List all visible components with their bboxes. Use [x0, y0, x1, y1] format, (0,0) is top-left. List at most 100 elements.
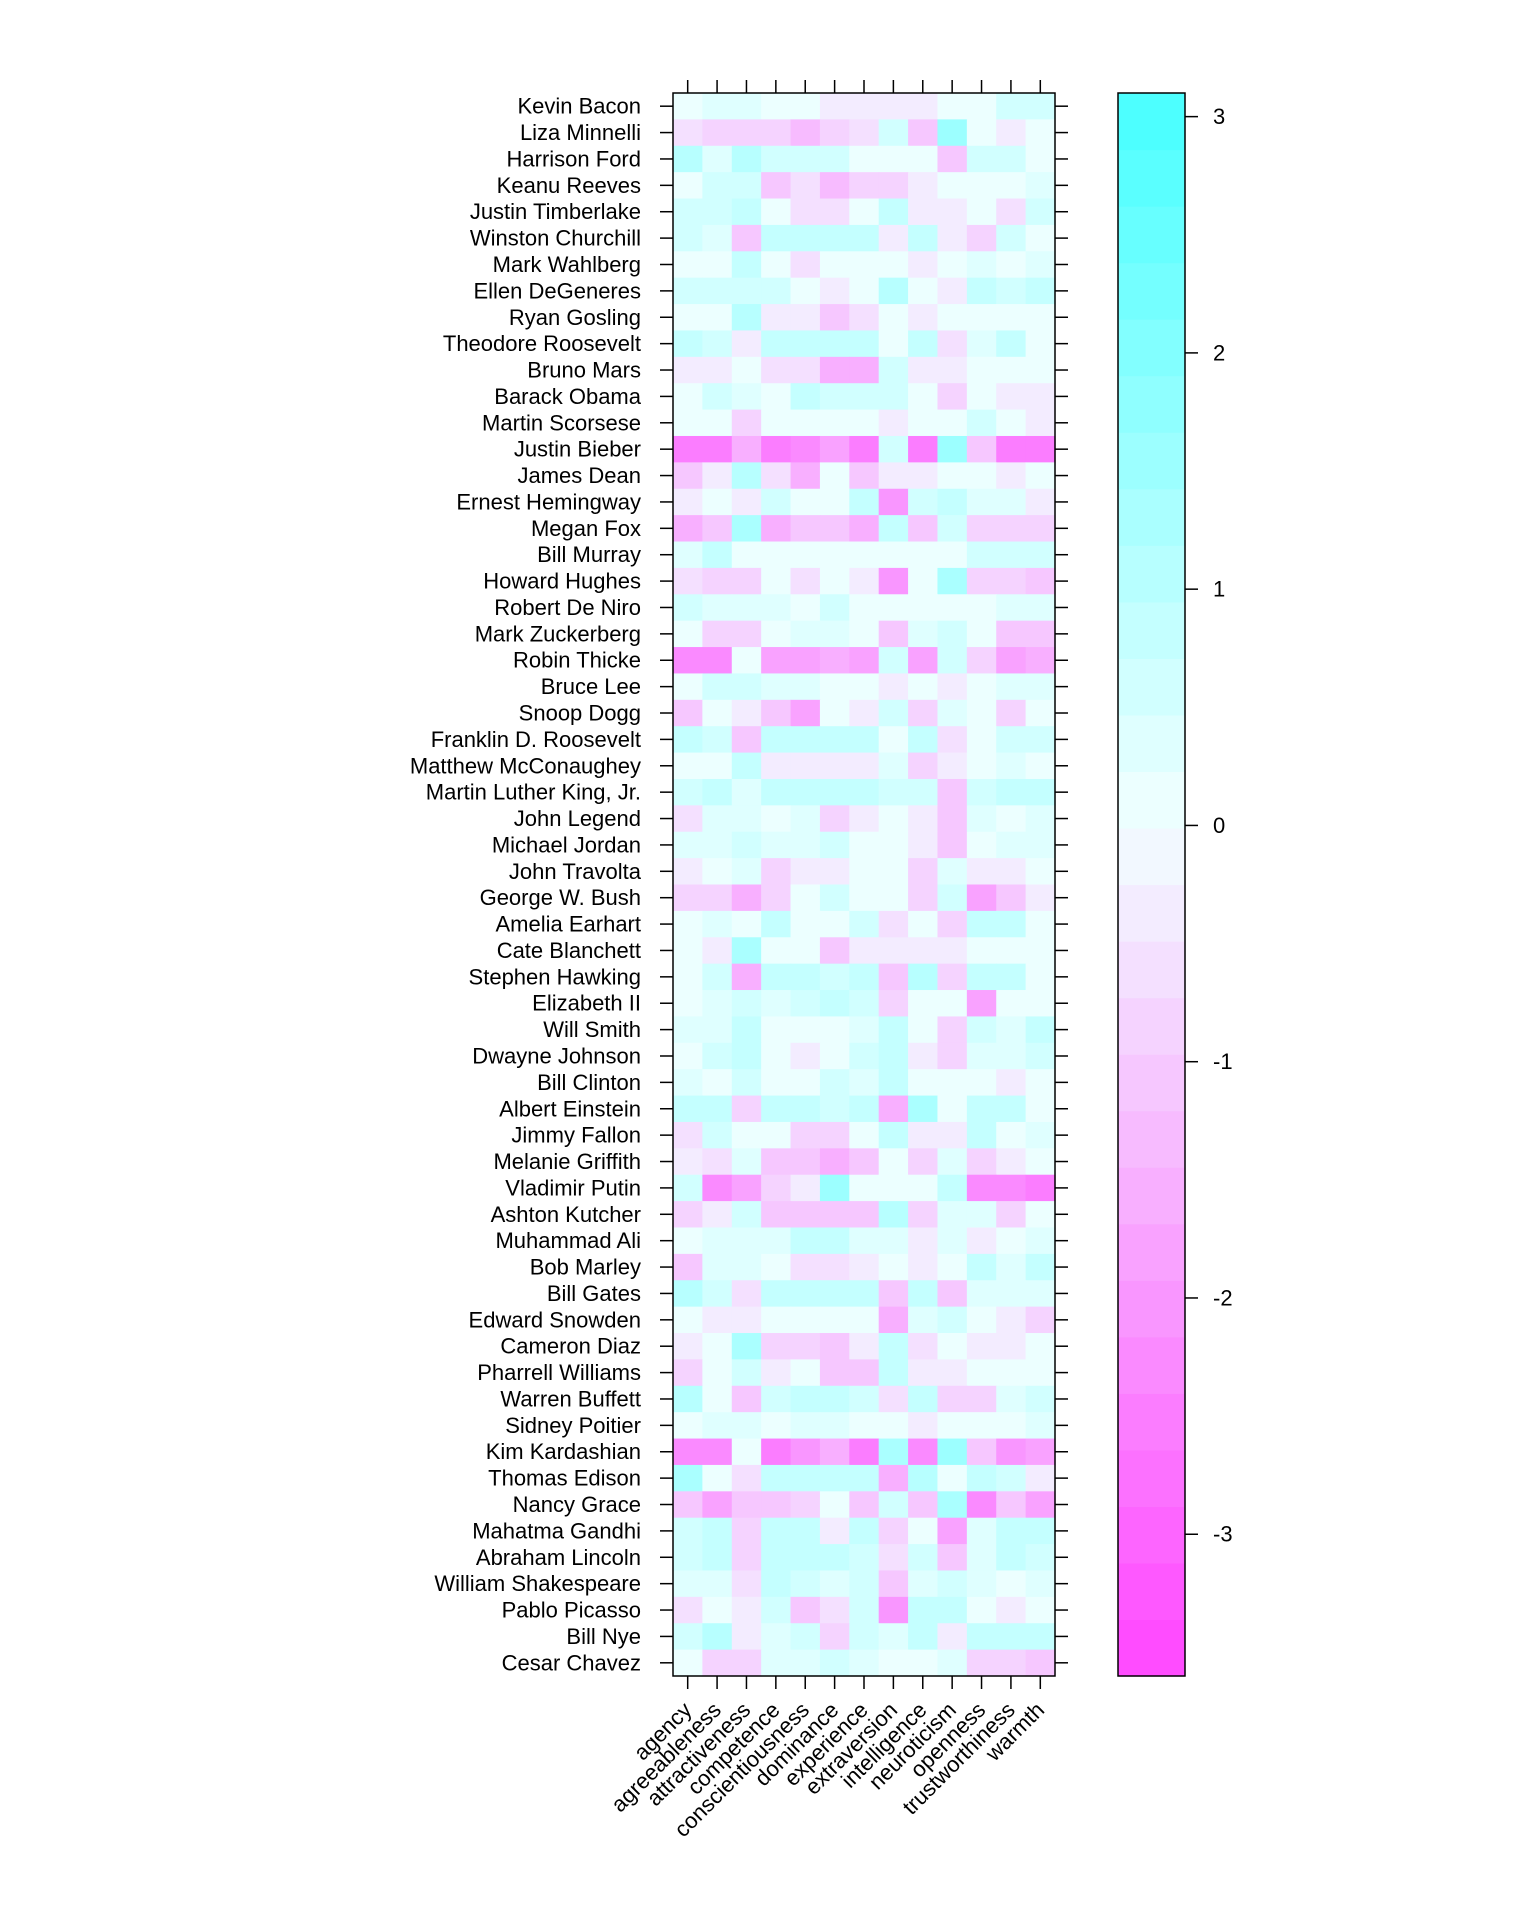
colorbar-segment	[1118, 1054, 1185, 1112]
heatmap-cell	[673, 1570, 703, 1598]
row-label: Liza Minnelli	[520, 120, 641, 145]
heatmap-cell	[731, 172, 762, 200]
heatmap-cell	[996, 1649, 1027, 1677]
heatmap-cell	[996, 726, 1027, 754]
heatmap-cell	[908, 1649, 939, 1677]
heatmap-cell	[819, 910, 850, 938]
heatmap-cell	[1025, 1438, 1056, 1466]
heatmap-cell	[966, 726, 997, 754]
heatmap-cell	[673, 277, 703, 305]
heatmap-cell	[731, 198, 762, 226]
heatmap-cell	[1025, 172, 1056, 200]
heatmap-cell	[702, 1253, 733, 1281]
heatmap-cell	[761, 1596, 792, 1624]
heatmap-cell	[731, 1333, 762, 1360]
heatmap-cell	[966, 1121, 997, 1149]
heatmap-cell	[849, 831, 880, 859]
heatmap-cell	[937, 1280, 968, 1308]
heatmap-cell	[937, 726, 968, 754]
heatmap-cell	[702, 884, 733, 912]
colorbar-segment	[1118, 827, 1185, 886]
heatmap-cell	[937, 541, 968, 569]
heatmap-cell	[1025, 1596, 1056, 1624]
heatmap-cell	[761, 145, 792, 173]
heatmap-cell	[673, 304, 703, 332]
heatmap-cell	[673, 1201, 703, 1229]
heatmap-cell	[731, 515, 762, 543]
row-label: Robert De Niro	[494, 595, 641, 620]
heatmap-cell	[790, 1570, 821, 1598]
heatmap-cell	[702, 119, 733, 147]
heatmap-cell	[966, 488, 997, 516]
heatmap-cell	[673, 435, 703, 463]
heatmap-cell	[996, 119, 1027, 147]
heatmap-cell	[878, 910, 909, 938]
heatmap-cell	[731, 1623, 762, 1651]
heatmap-cell	[1025, 330, 1056, 358]
heatmap-cell	[849, 277, 880, 305]
heatmap-cell	[849, 647, 880, 675]
heatmap-cell	[937, 488, 968, 516]
heatmap-cell	[1025, 1649, 1056, 1677]
heatmap-cell	[996, 778, 1027, 806]
colorbar-segment	[1118, 1619, 1185, 1677]
heatmap-cell	[761, 1491, 792, 1519]
heatmap-cell	[673, 462, 703, 490]
colorbar-segment	[1118, 488, 1185, 546]
heatmap-cell	[790, 647, 821, 675]
heatmap-cell	[702, 620, 733, 648]
row-label: Barack Obama	[494, 384, 641, 409]
heatmap-cell	[937, 1333, 968, 1360]
heatmap-cell	[790, 409, 821, 437]
heatmap-cell	[878, 1570, 909, 1598]
heatmap-cell	[908, 541, 939, 569]
heatmap-cell	[878, 1201, 909, 1229]
heatmap-cell	[702, 1491, 733, 1519]
heatmap-cell	[761, 699, 792, 727]
heatmap-cell	[702, 1227, 733, 1255]
heatmap-cell	[849, 990, 880, 1018]
heatmap-cell	[908, 224, 939, 252]
heatmap-cell	[731, 1464, 762, 1492]
row-label: Justin Bieber	[514, 437, 641, 462]
heatmap-cell	[878, 778, 909, 806]
colorbar-segment	[1118, 93, 1185, 151]
heatmap-cell	[1025, 726, 1056, 754]
heatmap-cell	[937, 1042, 968, 1070]
heatmap-cell	[731, 1570, 762, 1598]
heatmap-cell	[1025, 1385, 1056, 1413]
heatmap-cell	[996, 1333, 1027, 1360]
heatmap-cell	[673, 172, 703, 200]
heatmap-cell	[702, 515, 733, 543]
heatmap-cell	[761, 541, 792, 569]
heatmap-cell	[966, 1359, 997, 1387]
row-label: Thomas Edison	[488, 1466, 641, 1491]
heatmap-cell	[731, 647, 762, 675]
heatmap-cell	[996, 1491, 1027, 1519]
row-label: Bill Murray	[537, 542, 641, 567]
heatmap-cell	[819, 1121, 850, 1149]
heatmap-cell	[673, 1148, 703, 1176]
heatmap-cell	[1025, 990, 1056, 1018]
heatmap-cell	[996, 1174, 1027, 1202]
heatmap-cell	[673, 858, 703, 886]
heatmap-cell	[1025, 594, 1056, 622]
heatmap-cell	[673, 1438, 703, 1466]
heatmap-cell	[878, 1306, 909, 1334]
heatmap-cell	[908, 1359, 939, 1387]
heatmap-cell	[702, 541, 733, 569]
heatmap-cell	[937, 805, 968, 833]
heatmap-cell	[673, 805, 703, 833]
heatmap-cell	[761, 1280, 792, 1308]
heatmap-cell	[996, 409, 1027, 437]
heatmap-cell	[819, 1491, 850, 1519]
heatmap-cell	[908, 1596, 939, 1624]
row-label: Mahatma Gandhi	[472, 1518, 641, 1543]
heatmap-cell	[996, 277, 1027, 305]
heatmap-cell	[937, 858, 968, 886]
heatmap-cell	[819, 462, 850, 490]
heatmap-cell	[731, 805, 762, 833]
heatmap-cell	[878, 1517, 909, 1545]
heatmap-cell	[849, 1570, 880, 1598]
